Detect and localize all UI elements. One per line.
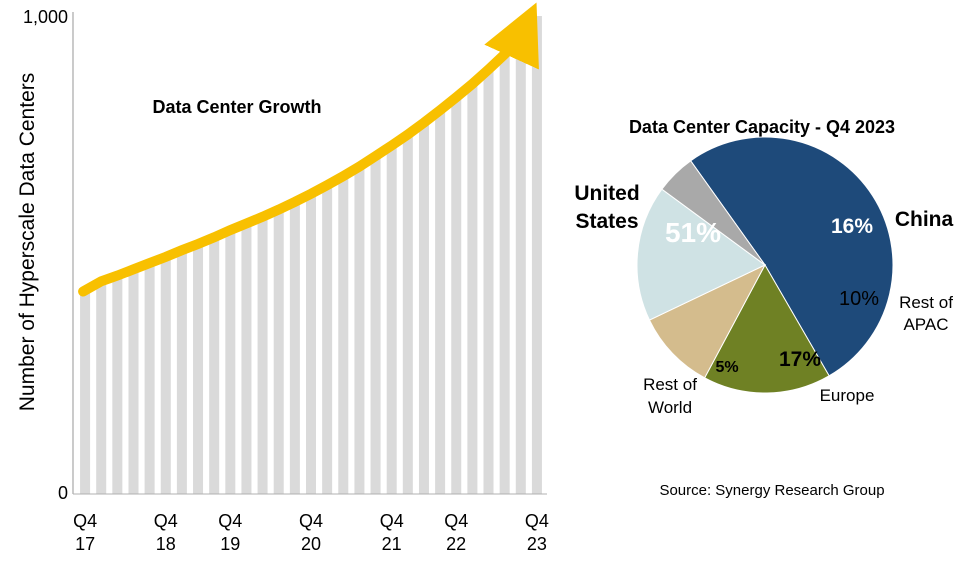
x-tick-quarter: Q4	[299, 511, 323, 531]
y-tick-min: 0	[58, 483, 68, 503]
bar	[370, 156, 381, 495]
label-united-states-line2: States	[575, 210, 638, 233]
bar	[209, 237, 220, 494]
bar	[531, 16, 542, 494]
bar	[176, 250, 187, 494]
x-tick-quarter: Q4	[380, 511, 404, 531]
x-tick-quarter: Q4	[154, 511, 178, 531]
bar	[96, 281, 107, 494]
label-rest-of-apac-line1: Rest of	[899, 293, 953, 312]
pie-slice-europe	[636, 188, 766, 321]
source-note: Source: Synergy Research Group	[659, 482, 884, 499]
pie-slice-rest-of-world	[661, 160, 766, 266]
x-tick-labels: Q4 17 Q4 18 Q4 19 Q4 20 Q4 21 Q4 22 Q4 23	[73, 511, 549, 554]
label-rest-of-world-line2: World	[648, 398, 692, 417]
bar	[483, 69, 494, 494]
bar	[144, 263, 155, 494]
bar	[289, 201, 300, 494]
x-tick-year: 20	[301, 534, 321, 554]
bar	[435, 110, 446, 495]
pie-chart	[636, 136, 894, 394]
y-axis-label: Number of Hyperscale Data Centers	[16, 73, 39, 411]
y-tick-max: 1,000	[23, 7, 68, 27]
bar	[80, 288, 91, 494]
pie-slice-china	[703, 263, 830, 394]
x-tick-quarter: Q4	[525, 511, 549, 531]
bar	[112, 275, 123, 494]
bar	[193, 244, 204, 494]
pie-slice-rest-of-apac	[648, 263, 767, 379]
pct-rest-of-world: 5%	[715, 359, 738, 376]
x-tick-quarter: Q4	[444, 511, 468, 531]
label-rest-of-world-line1: Rest of	[643, 375, 697, 394]
pct-europe: 17%	[779, 348, 821, 371]
bar	[467, 83, 478, 494]
x-tick-quarter: Q4	[218, 511, 242, 531]
x-tick-year: 21	[382, 534, 402, 554]
pct-china: 16%	[831, 215, 873, 238]
growth-trend-arrow	[78, 2, 539, 297]
x-tick-year: 19	[220, 534, 240, 554]
x-tick-year: 18	[156, 534, 176, 554]
bar	[418, 122, 429, 494]
bar	[225, 230, 236, 494]
bar	[402, 134, 413, 495]
pie-chart-title: Data Center Capacity - Q4 2023	[629, 117, 895, 137]
x-tick-year: 22	[446, 534, 466, 554]
label-united-states-line1: United	[574, 182, 639, 205]
bar	[273, 209, 284, 494]
bar	[322, 185, 333, 494]
bar	[354, 166, 365, 494]
x-tick-year: 17	[75, 534, 95, 554]
pie-slice-united-states	[689, 136, 894, 377]
bar	[451, 97, 462, 494]
bar	[386, 145, 397, 495]
bar	[515, 37, 526, 494]
bar	[338, 176, 349, 494]
x-tick-year: 23	[527, 534, 547, 554]
bar	[160, 256, 171, 494]
pct-united-states: 51%	[665, 217, 721, 248]
label-china: China	[895, 208, 954, 231]
bar-chart-title: Data Center Growth	[152, 97, 321, 117]
pct-rest-of-apac: 10%	[839, 288, 879, 310]
bar	[306, 193, 317, 494]
bar	[499, 54, 510, 495]
bar	[241, 223, 252, 494]
label-rest-of-apac-line2: APAC	[903, 315, 948, 334]
bar	[128, 269, 139, 494]
bar	[257, 216, 268, 494]
label-europe: Europe	[820, 386, 875, 405]
bar-chart	[80, 16, 542, 495]
x-tick-quarter: Q4	[73, 511, 97, 531]
